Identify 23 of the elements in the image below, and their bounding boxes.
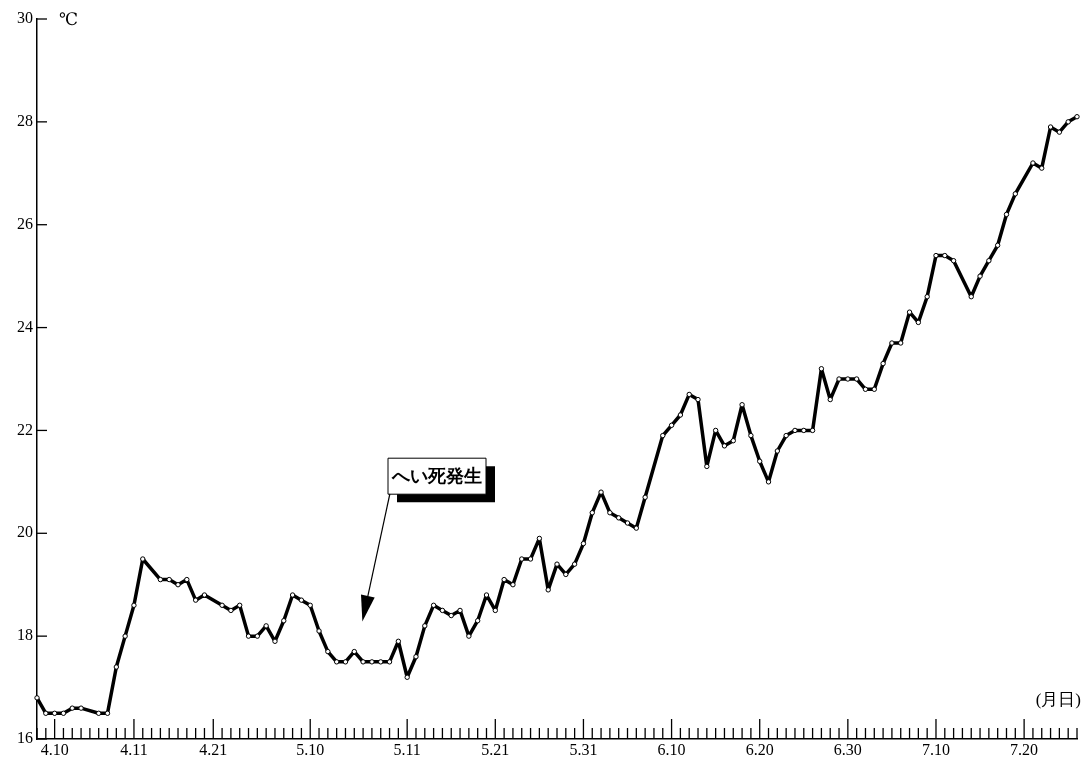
x-tick-label: 6.30	[833, 740, 862, 758]
y-tick-label: 30	[17, 9, 33, 27]
y-tick-label: 20	[17, 523, 33, 541]
x-tick-label: 4.21	[199, 740, 228, 758]
y-tick-label: 26	[17, 214, 33, 232]
x-tick-label: 4.10	[40, 740, 69, 758]
x-tick-label: 5.10	[296, 740, 325, 758]
x-tick-label: 6.10	[657, 740, 686, 758]
x-tick-label: 5.31	[569, 740, 598, 758]
x-axis-title: (月日)	[1035, 689, 1081, 709]
y-tick-label: 18	[17, 626, 33, 644]
x-tick-label: 5.21	[481, 740, 510, 758]
y-tick-label: 24	[17, 317, 33, 335]
y-axis-title: ℃	[59, 10, 79, 30]
x-tick-label: 4.11	[120, 740, 148, 758]
x-tick-label: 7.10	[921, 740, 950, 758]
y-tick-label: 16	[17, 729, 33, 747]
y-tick-label: 28	[17, 112, 33, 130]
x-tick-label: 5.11	[393, 740, 421, 758]
x-tick-label: 7.20	[1010, 740, 1039, 758]
annotation: へい死発生	[391, 464, 482, 486]
y-tick-label: 22	[17, 420, 33, 438]
x-tick-label: 6.20	[745, 740, 774, 758]
